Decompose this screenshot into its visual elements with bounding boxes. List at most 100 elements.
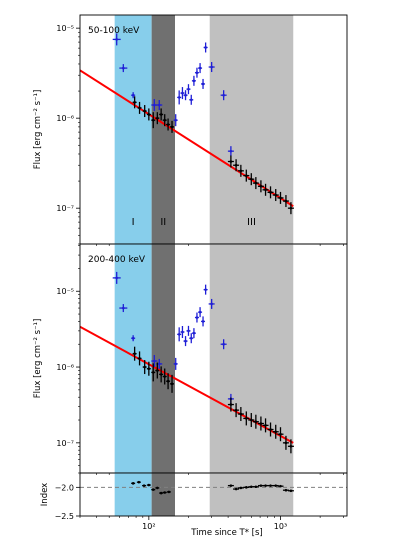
data-marker <box>159 491 163 495</box>
data-point <box>162 368 167 385</box>
data-marker <box>195 71 199 74</box>
data-point <box>131 92 136 99</box>
data-marker <box>151 371 155 374</box>
data-point <box>267 484 274 487</box>
data-marker <box>147 113 151 116</box>
data-marker <box>131 482 135 485</box>
data-point <box>155 112 160 125</box>
region-ii-band <box>151 244 175 473</box>
data-marker <box>138 106 141 110</box>
data-marker <box>198 310 202 314</box>
data-point <box>159 366 164 383</box>
panel-frame <box>79 472 348 517</box>
data-marker <box>249 485 253 489</box>
data-marker <box>259 484 263 487</box>
data-point <box>203 284 208 295</box>
data-point <box>203 42 208 53</box>
data-point <box>252 485 259 489</box>
data-marker <box>157 103 161 107</box>
data-point <box>227 146 234 157</box>
data-point <box>237 486 244 490</box>
data-point <box>159 491 164 495</box>
data-point <box>191 75 196 86</box>
data-point <box>186 84 191 95</box>
y-axis-label: Flux [erg cm⁻² s⁻¹] <box>33 90 43 170</box>
data-marker <box>229 403 233 406</box>
data-point <box>131 482 136 485</box>
data-point <box>136 480 141 484</box>
data-marker <box>170 382 174 386</box>
data-marker <box>234 163 238 167</box>
panel-annotation: 200-400 keV <box>88 255 146 265</box>
data-marker <box>254 420 258 424</box>
data-marker <box>156 116 159 120</box>
data-marker <box>229 149 233 153</box>
data-point <box>194 312 199 323</box>
data-marker <box>192 331 196 335</box>
data-point <box>233 403 240 418</box>
data-marker <box>177 333 181 336</box>
data-marker <box>284 488 288 492</box>
x-tick-label: 10³ <box>274 522 287 531</box>
data-point <box>194 67 199 78</box>
data-point <box>277 191 284 204</box>
data-point <box>227 155 234 168</box>
data-marker <box>163 491 167 494</box>
data-marker <box>157 362 161 366</box>
data-marker <box>234 487 238 491</box>
data-marker <box>177 96 181 99</box>
region-ii-band <box>151 15 175 244</box>
data-marker <box>245 174 248 177</box>
data-marker <box>279 196 282 200</box>
data-marker <box>143 365 146 369</box>
data-point <box>227 397 234 412</box>
data-point <box>180 325 185 338</box>
data-marker <box>122 66 125 70</box>
region-label-iii: III <box>247 217 256 228</box>
data-point <box>162 491 167 494</box>
fit-line <box>80 325 294 444</box>
series-2 <box>132 96 294 215</box>
data-marker <box>189 98 193 102</box>
data-marker <box>254 485 258 489</box>
data-point <box>162 114 167 127</box>
data-marker <box>122 306 125 310</box>
data-marker <box>264 484 267 487</box>
data-marker <box>269 428 272 431</box>
data-marker <box>284 441 288 445</box>
data-marker <box>184 93 187 97</box>
data-marker <box>289 445 293 448</box>
data-point <box>262 183 269 196</box>
data-marker <box>222 342 225 346</box>
data-point <box>189 333 194 344</box>
data-marker <box>159 373 163 376</box>
panel-2: 10⁻⁷ 10⁻⁶ 10⁻⁵ Flux [erg cm⁻² s⁻¹] 200-400 k… <box>33 243 348 477</box>
data-marker <box>156 486 159 490</box>
data-point <box>252 414 259 429</box>
data-point <box>267 186 274 199</box>
data-marker <box>264 188 267 192</box>
data-point <box>257 180 264 193</box>
data-marker <box>174 118 178 122</box>
region-label-i: I <box>132 217 135 228</box>
data-point <box>198 63 203 74</box>
data-marker <box>166 123 170 126</box>
data-point <box>142 360 147 375</box>
data-marker <box>279 484 282 488</box>
data-marker <box>115 276 118 280</box>
x-axis-label: Time since T* [s] <box>190 528 263 538</box>
data-point <box>248 413 255 428</box>
data-marker <box>201 82 205 86</box>
data-marker <box>181 91 184 95</box>
data-point <box>198 307 203 318</box>
data-point <box>262 418 269 433</box>
data-point <box>201 78 206 89</box>
data-point <box>243 169 250 182</box>
data-point <box>151 363 156 382</box>
data-marker <box>259 422 263 425</box>
data-point <box>227 484 234 487</box>
data-marker <box>189 336 193 340</box>
y-tick-label: −2.5 <box>55 512 74 521</box>
